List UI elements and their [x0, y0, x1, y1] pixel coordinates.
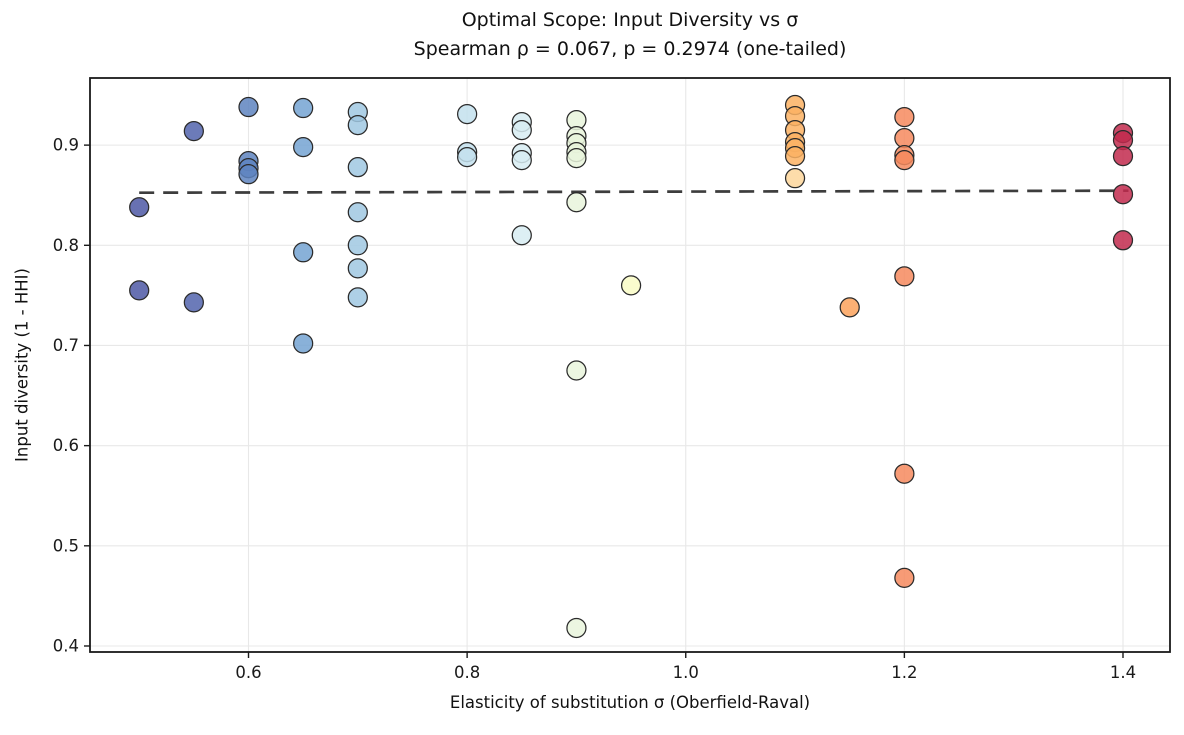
scatter-point: [238, 164, 259, 185]
scatter-point: [347, 235, 368, 256]
trend-line: [139, 189, 1129, 195]
x-tick-label: 0.8: [454, 663, 480, 682]
y-tick-label: 0.7: [53, 336, 79, 355]
y-tick-label: 0.4: [53, 636, 79, 655]
scatter-point: [566, 148, 587, 169]
scatter-point: [784, 146, 806, 167]
scatter-point: [511, 150, 532, 171]
scatter-point: [784, 168, 806, 189]
scatter-point: [566, 192, 587, 213]
scatter-point: [511, 119, 532, 141]
scatter-point: [511, 225, 532, 246]
chart-subtitle: Spearman ρ = 0.067, p = 0.2974 (one-tail…: [413, 38, 847, 60]
scatter-point: [894, 567, 915, 588]
scatter-point: [894, 106, 915, 128]
x-tick-label: 0.6: [235, 663, 261, 682]
x-tick-label: 1.0: [673, 663, 699, 682]
scatter-point: [347, 258, 368, 279]
scatter-point: [347, 202, 368, 223]
scatter-point: [839, 297, 860, 318]
scatter-point: [293, 333, 314, 354]
scatter-point: [894, 463, 915, 484]
axes-box: [89, 77, 1171, 653]
scatter-point: [566, 360, 587, 381]
scatter-point: [566, 617, 587, 639]
y-axis-label: Input diversity (1 - HHI): [12, 268, 32, 462]
x-tick-label: 1.2: [891, 663, 917, 682]
x-axis-label: Elasticity of substitution σ (Oberfield-…: [449, 693, 811, 712]
y-tick-label: 0.8: [53, 236, 79, 255]
scatter-point: [129, 197, 150, 218]
plot-background: [90, 78, 1170, 652]
scatter-point: [293, 242, 314, 263]
scatter-point: [347, 287, 368, 308]
y-tick-label: 0.6: [53, 436, 79, 455]
scatter-point: [183, 292, 204, 313]
y-tick-label: 0.9: [53, 136, 79, 155]
scatter-point: [293, 136, 314, 158]
scatter-point: [1112, 230, 1134, 251]
y-tick-label: 0.5: [53, 536, 79, 555]
scatter-point: [347, 114, 368, 136]
scatter-point: [347, 157, 368, 178]
scatter-point: [894, 150, 915, 171]
scatter-point: [1112, 184, 1134, 205]
scatter-point: [457, 103, 478, 125]
scatter-point: [894, 127, 915, 149]
scatter-point: [293, 97, 314, 119]
chart-title: Optimal Scope: Input Diversity vs σ: [461, 9, 799, 31]
scatter-point: [238, 96, 259, 118]
scatter-point: [620, 275, 642, 296]
scatter-point: [183, 120, 204, 142]
scatter-point: [129, 280, 150, 301]
scatter-point: [894, 266, 915, 287]
x-tick-label: 1.4: [1110, 663, 1136, 682]
scatter-point: [457, 147, 478, 168]
scatter-point: [1112, 146, 1134, 167]
